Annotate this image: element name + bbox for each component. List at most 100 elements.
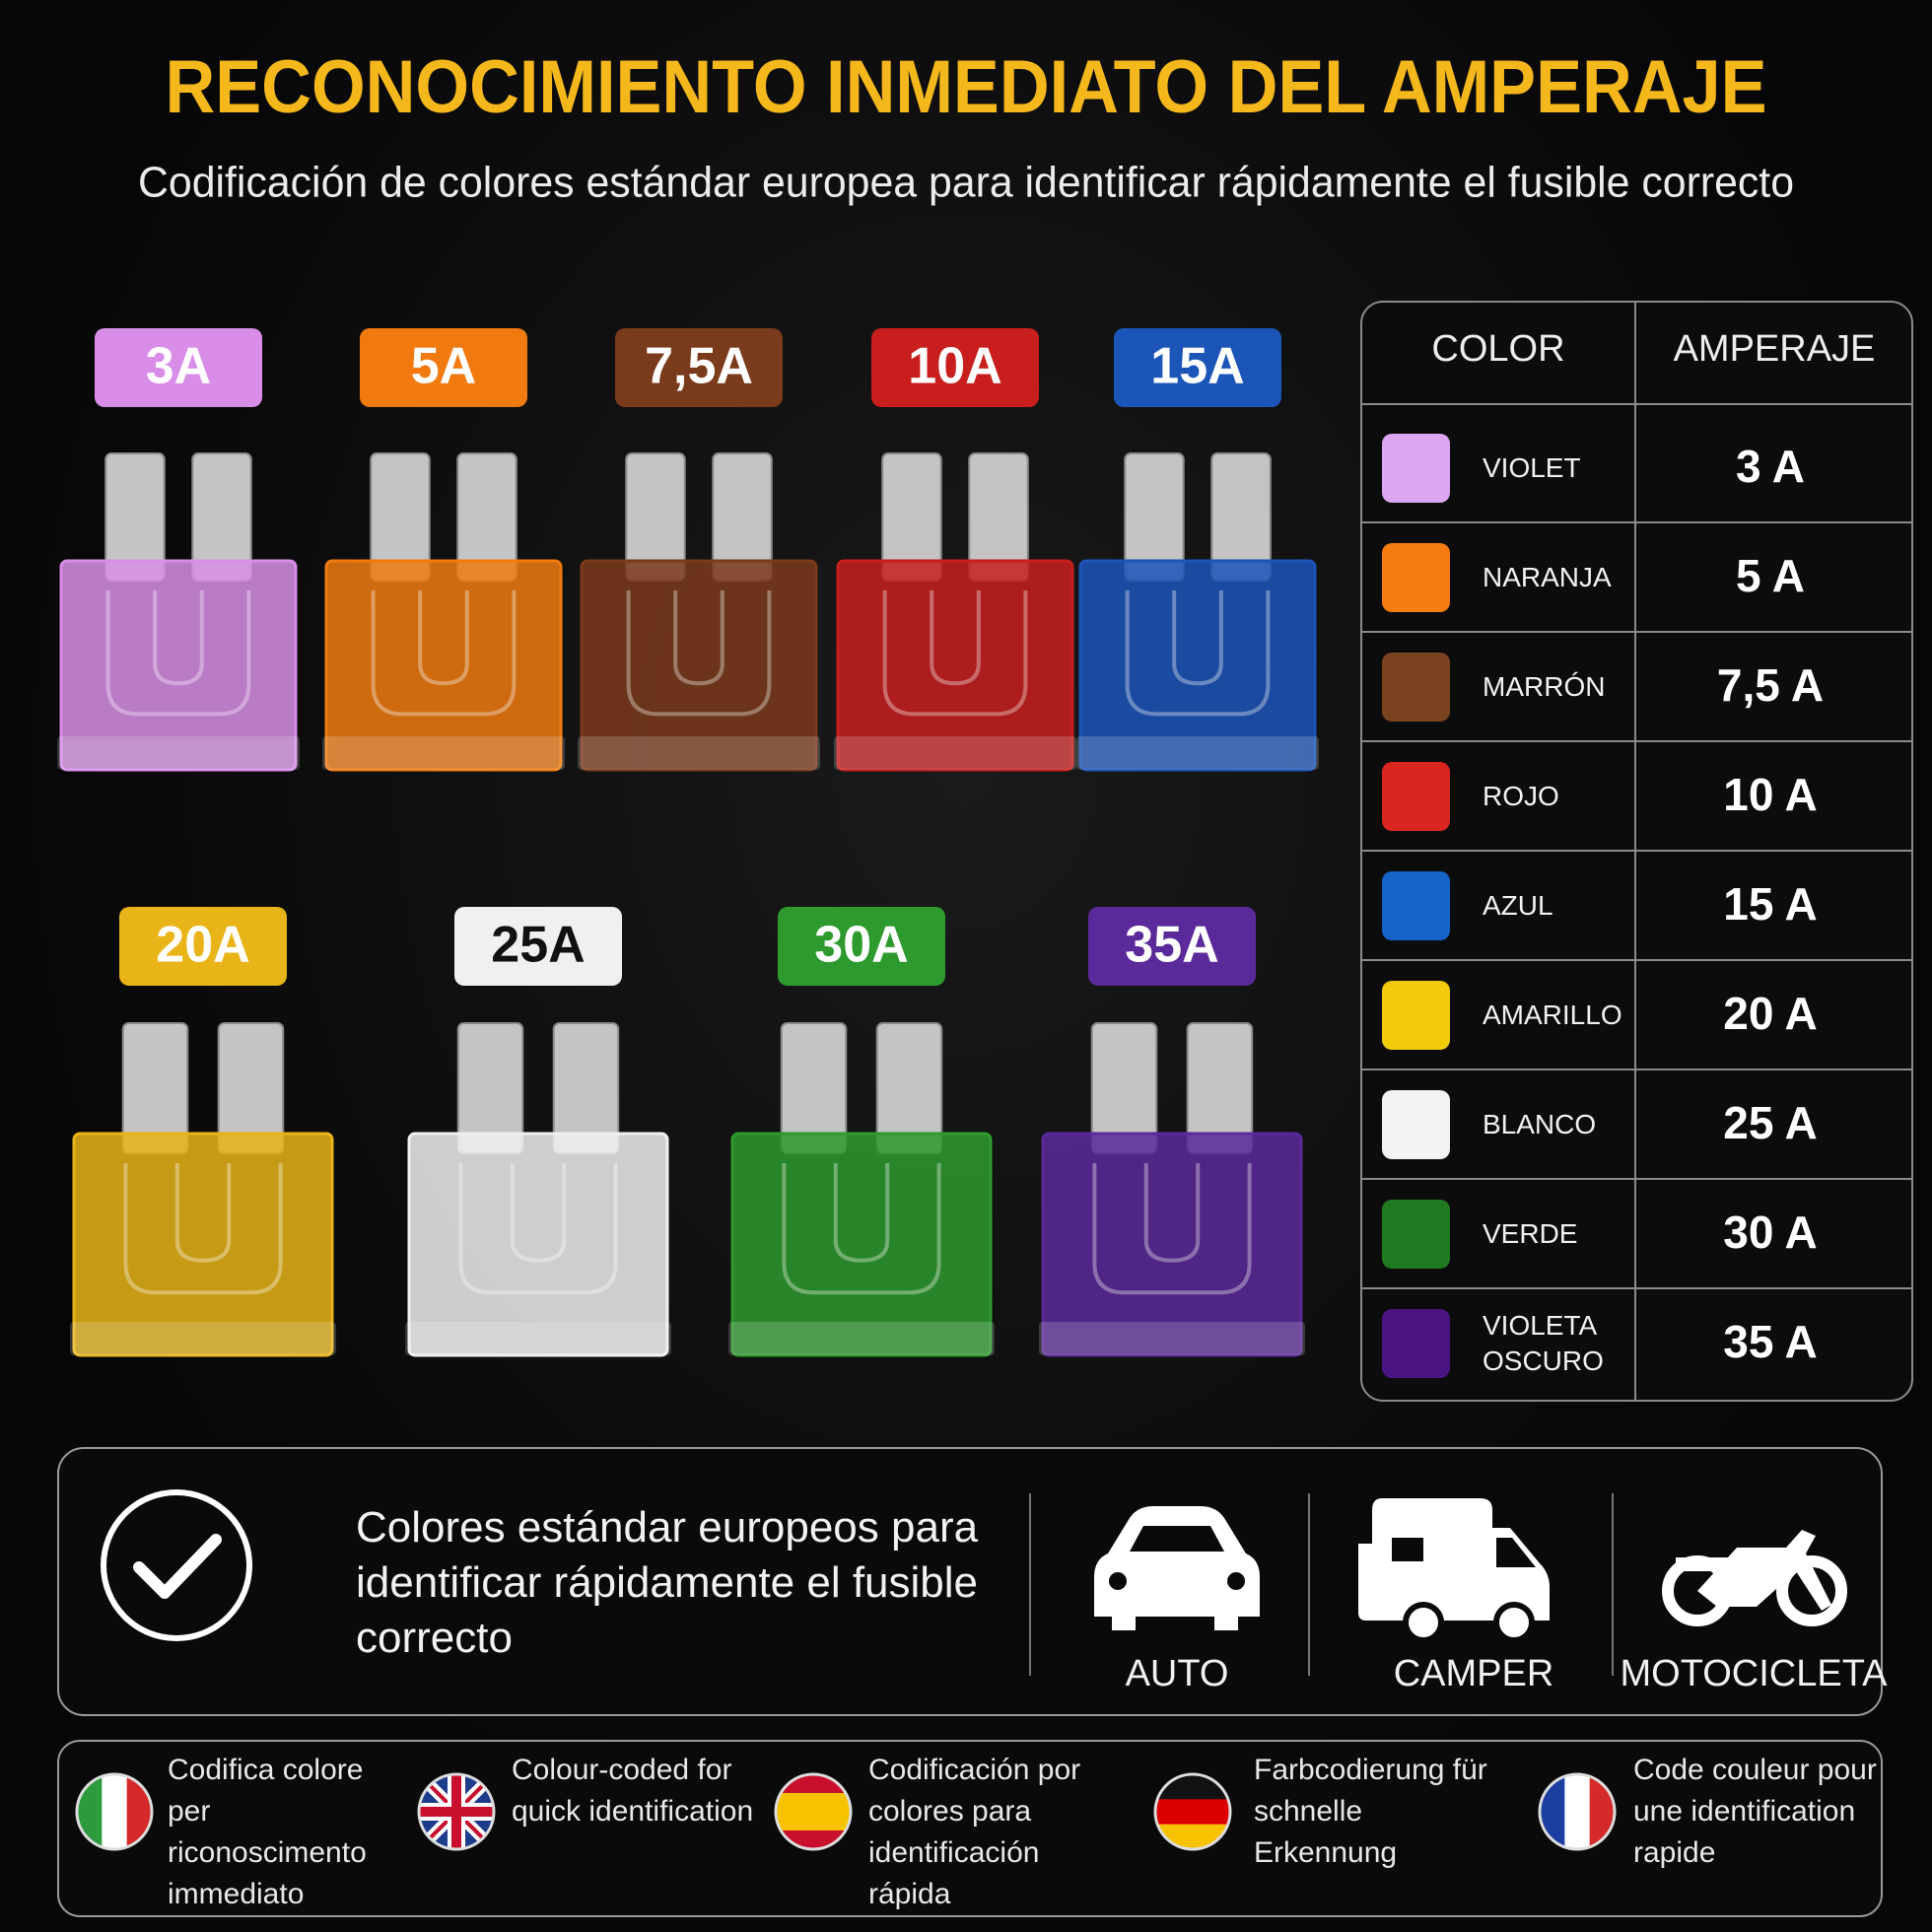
banner-text: Colores estándar europeos para identific… (356, 1503, 979, 1662)
fuse (57, 452, 300, 772)
flag-part (1155, 1799, 1230, 1826)
color-swatch (1382, 1309, 1450, 1378)
check-icon (101, 1489, 252, 1641)
color-swatch (1382, 871, 1450, 940)
vehicle-label: CAMPER (1394, 1653, 1554, 1694)
color-swatch (1382, 981, 1450, 1050)
flag-ring (774, 1772, 853, 1851)
fuse-base (57, 736, 300, 770)
amperage: 15 A (1723, 878, 1817, 930)
flag-ring (1538, 1772, 1617, 1851)
fuse (405, 1022, 671, 1357)
flag (774, 1772, 853, 1851)
fuse (1039, 1022, 1305, 1357)
flag (417, 1772, 496, 1851)
amperage: 10 A (1723, 769, 1817, 820)
fuse-detail (123, 1163, 283, 1295)
fuse-detail (626, 590, 772, 717)
flag-ring (1153, 1772, 1232, 1851)
flag-ring (417, 1772, 496, 1851)
fuse-detail (371, 590, 517, 717)
fuse-detail (1092, 1163, 1252, 1295)
fuse (728, 1022, 995, 1357)
fuse-body (730, 1132, 993, 1357)
motorcycle-icon (1662, 1530, 1847, 1626)
color-swatch (1382, 1090, 1450, 1159)
color-name: MARRÓN (1483, 671, 1606, 702)
languages-frame (57, 1740, 1883, 1917)
color-name: BLANCO (1483, 1109, 1597, 1139)
amperage: 20 A (1723, 988, 1817, 1039)
amperage: 5 A (1736, 550, 1805, 601)
fuse-base (322, 736, 565, 770)
fuse (1076, 452, 1319, 772)
color-name: AMARILLO (1483, 1000, 1622, 1030)
flag-fill (419, 1774, 494, 1849)
vehicle-label: MOTOCICLETA (1621, 1653, 1889, 1694)
fuse-label: 15A (1150, 338, 1244, 395)
fuse-base (728, 1322, 995, 1355)
fuse (70, 1022, 336, 1357)
car-icon (1094, 1506, 1260, 1630)
flag (1538, 1772, 1617, 1851)
amperage: 35 A (1723, 1316, 1817, 1367)
fuse-label-bg (1088, 907, 1256, 986)
fuse-body (72, 1132, 334, 1357)
amperage: 30 A (1723, 1207, 1817, 1258)
fuse-body (1041, 1132, 1303, 1357)
fuse-label: 20A (156, 917, 249, 974)
fuse-label: 25A (491, 917, 585, 974)
fuse-label-bg (615, 328, 783, 407)
fuse-label-bg (360, 328, 527, 407)
color-name: ROJO (1483, 781, 1559, 811)
fuse-body (59, 559, 298, 772)
color-name: AZUL (1483, 890, 1553, 921)
fuse-detail (458, 1163, 618, 1295)
fuse-label-bg (95, 328, 262, 407)
fuse-label: 5A (411, 338, 476, 395)
fuse-base (834, 736, 1076, 770)
fuse-label-bg (871, 328, 1039, 407)
color-name: VIOLETA OSCURO (1483, 1310, 1604, 1376)
fuse (578, 452, 820, 772)
flag-fill (1540, 1774, 1615, 1849)
fuse-base (1076, 736, 1319, 770)
amperage: 3 A (1736, 441, 1805, 492)
fuse-body (836, 559, 1074, 772)
flag-ring (75, 1772, 154, 1851)
fuse-detail (782, 1163, 941, 1295)
color-swatch (1382, 434, 1450, 503)
language-text: Codifica colore per riconoscimento immed… (168, 1754, 367, 1910)
fuse-base (578, 736, 820, 770)
language-text: Colour-coded for quick identification (512, 1754, 754, 1828)
color-swatch (1382, 653, 1450, 722)
fuse-label-bg (778, 907, 945, 986)
fuse-label: 30A (814, 917, 908, 974)
fuse-detail (1125, 590, 1271, 717)
table-header: AMPERAJE (1674, 328, 1876, 370)
amperage: 25 A (1723, 1097, 1817, 1148)
fuse-base (70, 1322, 336, 1355)
fuse-label-bg (1114, 328, 1281, 407)
fuse-body (407, 1132, 669, 1357)
language-text: Codificación por colores para identifica… (868, 1754, 1081, 1910)
fuse-label-bg (119, 907, 287, 986)
fuse (834, 452, 1076, 772)
flag (75, 1772, 154, 1851)
language-text: Code couleur pour une identification rap… (1633, 1754, 1877, 1869)
title: RECONOCIMIENTO INMEDIATO DEL AMPERAJE (166, 45, 1767, 129)
color-name: VIOLET (1483, 452, 1581, 483)
table-header: COLOR (1431, 328, 1564, 370)
fuse-label: 35A (1125, 917, 1218, 974)
fuse-base (405, 1322, 671, 1355)
flag-part (776, 1793, 851, 1831)
fuse-body (324, 559, 563, 772)
language-text: Farbcodierung für schnelle Erkennung (1254, 1754, 1487, 1869)
vehicle-label: AUTO (1126, 1653, 1229, 1694)
fuse (322, 452, 565, 772)
subtitle: Codificación de colores estándar europea… (138, 159, 1794, 207)
color-swatch (1382, 762, 1450, 831)
fuse-label: 10A (908, 338, 1001, 395)
